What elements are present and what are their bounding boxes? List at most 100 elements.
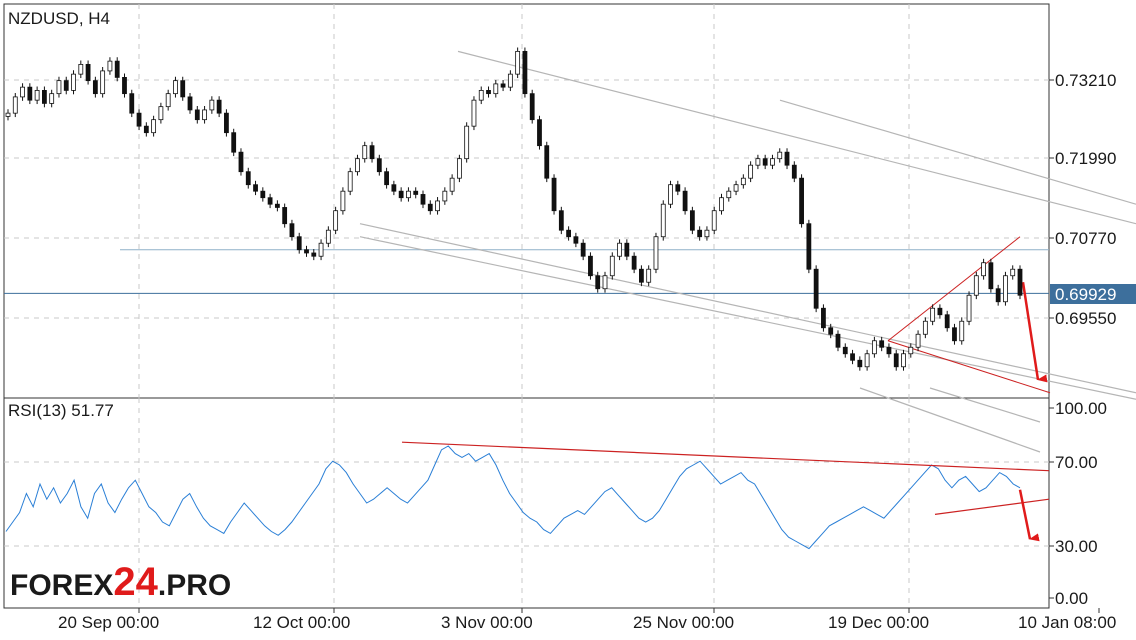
candle-body — [376, 158, 382, 173]
candle-body — [122, 76, 127, 95]
candle-body — [63, 80, 69, 91]
candle-body — [639, 268, 644, 283]
candle-body — [988, 262, 994, 290]
candle-body — [828, 327, 834, 335]
candle-body — [748, 164, 754, 179]
candle-body — [158, 106, 164, 121]
price-tick-label: 0.73210 — [1055, 71, 1116, 90]
time-tick-label: 19 Dec 00:00 — [828, 613, 929, 632]
candle-body — [464, 125, 470, 160]
trend-line — [457, 50, 1136, 225]
candle-body — [1010, 268, 1016, 277]
candle-body — [92, 80, 98, 95]
candle-body — [529, 93, 535, 121]
candle-body — [821, 307, 826, 329]
candle-body — [318, 242, 324, 257]
rsi-tick-label: 70.00 — [1055, 453, 1098, 472]
time-axis: 20 Sep 00:00 12 Oct 00:00 3 Nov 00:00 25 No… — [58, 608, 1116, 632]
trend-line — [359, 223, 1136, 394]
candle-body — [100, 70, 106, 95]
candle-body — [384, 171, 389, 186]
candle-body — [937, 307, 943, 316]
candle-body — [973, 275, 979, 296]
candle-body — [580, 242, 586, 257]
candle-body — [886, 346, 892, 355]
candle-body — [922, 320, 928, 335]
candle-body — [42, 90, 47, 104]
rsi-tick-label: 30.00 — [1055, 537, 1098, 556]
logo: FOREX24.PRO — [10, 560, 231, 604]
candle-body — [85, 63, 91, 82]
candle-body — [901, 353, 906, 368]
candle-body — [842, 346, 848, 355]
candle-body — [915, 333, 921, 348]
candle-body — [835, 333, 841, 348]
rsi-support-line — [934, 498, 1050, 515]
candle-body — [944, 314, 950, 329]
candle-body — [238, 151, 244, 173]
candle-body — [653, 236, 659, 270]
candle-body — [435, 200, 440, 212]
candle-body — [34, 90, 40, 101]
candle-body — [544, 145, 550, 179]
candle-body — [668, 184, 673, 205]
candle-body — [173, 80, 178, 95]
candle-body — [413, 190, 419, 195]
candle-body — [595, 275, 601, 290]
candle-body — [5, 112, 11, 117]
candle-body — [813, 268, 819, 309]
candle-body — [689, 210, 695, 231]
candle-body — [12, 96, 18, 114]
candle-body — [20, 86, 25, 98]
candle-body — [427, 203, 433, 212]
price-trendlines — [4, 50, 1136, 400]
candle-body — [850, 353, 855, 361]
trend-line-extension — [929, 387, 1041, 423]
candle-body — [245, 171, 251, 186]
price-tick-label: 0.70770 — [1055, 229, 1116, 248]
candle-body — [194, 109, 200, 121]
candle-body — [558, 210, 564, 231]
candle-body — [209, 99, 215, 111]
candle-body — [282, 207, 288, 225]
candle-body — [631, 255, 637, 270]
price-arrow — [1021, 282, 1048, 383]
candle-body — [71, 73, 76, 91]
candle-body — [493, 83, 499, 95]
candle-body — [202, 109, 207, 121]
candle-body — [806, 223, 812, 270]
candle-body — [879, 340, 885, 348]
candle-body — [675, 184, 681, 192]
candle-body — [624, 242, 630, 257]
candle-body — [995, 288, 1001, 303]
time-tick-label: 3 Nov 00:00 — [441, 613, 533, 632]
candle-body — [296, 236, 302, 251]
candle-body — [253, 184, 258, 192]
candle-body — [711, 210, 717, 231]
candle-body — [398, 190, 404, 199]
candle-body — [697, 229, 703, 238]
candle-body — [406, 190, 411, 199]
rsi-tick-label: 0.00 — [1055, 589, 1088, 608]
rsi-line — [5, 445, 1021, 550]
price-y-axis: 0.73210 0.71990 0.70770 0.69550 — [1049, 71, 1116, 328]
candle-body — [78, 63, 84, 75]
trend-line — [359, 236, 1136, 400]
candle-body — [755, 158, 761, 166]
candle-body — [49, 93, 55, 104]
candle-body — [617, 242, 622, 257]
candle-body — [129, 93, 135, 114]
time-tick-label: 10 Jan 08:00 — [1018, 613, 1116, 632]
candle-body — [267, 197, 273, 205]
candle-body — [573, 236, 579, 244]
candle-body — [151, 119, 157, 134]
candle-body — [660, 203, 666, 238]
candle-body — [959, 320, 965, 342]
candle-body — [507, 73, 513, 88]
current-price-tag: 0.69929 — [1050, 284, 1136, 304]
candle-body — [733, 184, 739, 192]
candle-body — [180, 80, 186, 98]
candle-body — [260, 190, 266, 199]
candle-body — [609, 255, 615, 277]
